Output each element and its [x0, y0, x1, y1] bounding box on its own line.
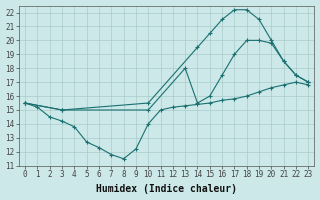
X-axis label: Humidex (Indice chaleur): Humidex (Indice chaleur)	[96, 184, 237, 194]
